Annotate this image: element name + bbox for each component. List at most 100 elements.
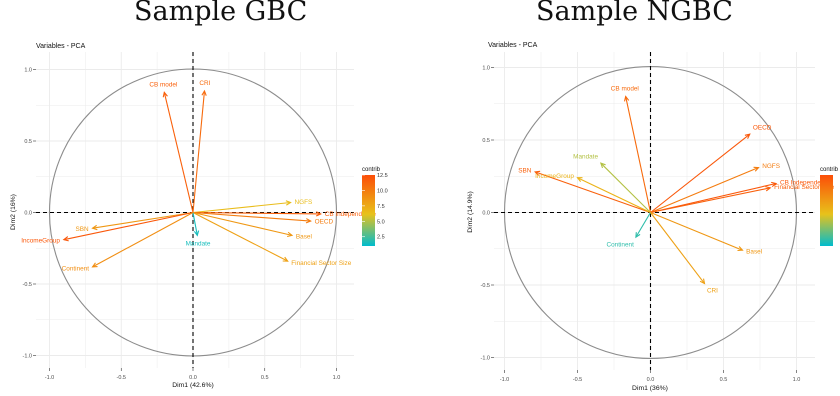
y-axis-label-left: Dim2 (16%) [10,194,17,230]
vector-label-continent: Continent [62,266,90,273]
arrowhead-oecd [744,133,751,139]
x-tick-label: 1.0 [333,375,341,381]
legend-right: contrib [820,167,839,246]
vector-mandate [600,162,651,213]
vector-label-incomegroup: IncomeGroup [21,237,60,244]
x-tick-label: -0.5 [117,375,126,381]
vector-basel [192,211,293,236]
x-axis-label-left: Dim1 (42.6%) [172,382,214,389]
y-axis-label-right: Dim2 (14.9%) [467,191,474,233]
vector-label-basel: Basel [746,249,762,256]
y-tick-label: -0.5 [481,283,490,289]
arrowhead-incomegroup [576,177,583,182]
y-tick-label: -1.0 [23,354,32,360]
vector-label-ngfs: NGFS [762,163,780,170]
arrowhead-continent [91,262,98,268]
arrowhead-continent [635,232,641,239]
vector-label-cb-model: CB model [611,86,639,93]
vector-label-sbn: SBN [518,168,532,175]
arrowhead-cb-independence [771,181,778,188]
vector-ngfs [192,201,291,214]
arrowhead-cb-model [162,91,168,98]
vector-continent [92,212,194,268]
vector-label-oecd: OECD [753,125,772,132]
vector-label-cri: CRI [199,80,210,87]
vector-label-oecd: OECD [315,218,334,225]
x-tick-label: -0.5 [573,377,582,383]
vector-cb-independence [192,211,321,215]
vector-cri [192,90,206,213]
x-tick-label: 0.5 [720,377,728,383]
vector-label-mandate: Mandate [186,240,211,247]
y-tick-label: 1.0 [482,66,490,72]
vector-label-sbn: SBN [75,226,89,233]
vector-oecd [192,211,311,222]
x-axis-label-right: Dim1 (36%) [632,385,668,392]
legend-tick-label: 10.0 [377,188,388,194]
arrowhead-mandate [599,162,606,169]
vector-label-mandate: Mandate [573,153,598,160]
vector-sbn [534,171,651,214]
vector-cri [650,212,705,284]
arrowhead-cri [201,89,207,96]
arrowhead-cri [699,278,706,285]
x-tick-label: -1.0 [45,375,54,381]
panel-right: -1.0 -0.5 0.0 0.5 1.0 1.0 0.5 0.0 -0.5 -1.0 Variab… [467,42,839,392]
subtitle-right: Variables - PCA [488,42,538,49]
vector-oecd [650,133,751,213]
x-tick-label: 1.0 [793,377,801,383]
vector-ngfs [650,167,759,214]
vector-label-cb-independence: CB Independence [780,180,832,187]
subtitle-left: Variables - PCA [36,43,86,50]
arrowhead-mandate [193,230,200,237]
vectors-right: CB model OECD NGFS CB IndependenceFinancial… [518,86,834,295]
vector-financial-sector-size [650,187,771,214]
panel-left: -1.0 -0.5 0.0 0.5 1.0 1.0 0.5 0.0 -0.5 -1.0 Variab… [10,43,388,389]
grid-left [36,52,354,368]
arrowhead-incomegroup [62,236,69,242]
legend-colorbar-left [362,175,375,246]
y-tick-label: 0.5 [482,138,490,144]
vector-cb-model [625,96,652,213]
y-tick-label: -1.0 [481,356,490,362]
vector-basel [650,211,743,251]
vector-label-cb-model: CB model [149,81,177,88]
vector-label-ngfs: NGFS [295,199,313,206]
vector-mandate [192,212,198,236]
arrowhead-basel [737,246,744,252]
title-left: Sample GBC [134,0,308,27]
x-tick-label: 0.0 [189,375,197,381]
y-tick-label: 1.0 [24,68,32,74]
legend-tick-label: 12.5 [377,173,388,179]
arrowhead-oecd [305,218,312,224]
arrowhead-ngfs [285,200,292,206]
vector-label-basel: Basel [296,233,312,240]
legend-colorbar-right [820,175,833,246]
arrowhead-financial-sector-size [282,256,289,262]
vector-label-financial-sector-size: Financial Sector Size [291,260,351,267]
title-right: Sample NGBC [536,0,733,27]
vector-cb-model [163,92,194,213]
legend-title-left: contrib [362,167,381,173]
vector-label-continent: Continent [607,242,635,249]
legend-tick-label: 2.5 [377,235,385,241]
legend-tick-label: 7.5 [377,204,385,210]
x-tick-label: -1.0 [500,377,509,383]
vector-financial-sector-size [192,212,288,262]
x-tick-label: 0.0 [647,377,655,383]
y-tick-label: 0.0 [482,211,490,217]
arrowhead-sbn [91,224,98,231]
arrowhead-cb-model [623,95,630,102]
arrowhead-ngfs [753,166,760,172]
vector-label-incomegroup: IncomeGroup [535,173,574,180]
y-tick-label: -0.5 [23,282,32,288]
legend-title-right: contrib [820,167,839,173]
y-tick-label: 0.5 [24,139,32,145]
y-tick-label: 0.0 [24,211,32,217]
vector-label-cb-independence: CB Independence [325,211,377,218]
vector-sbn [92,211,194,229]
vector-label-financial-sector-size: Financial Sector Size [774,184,834,191]
